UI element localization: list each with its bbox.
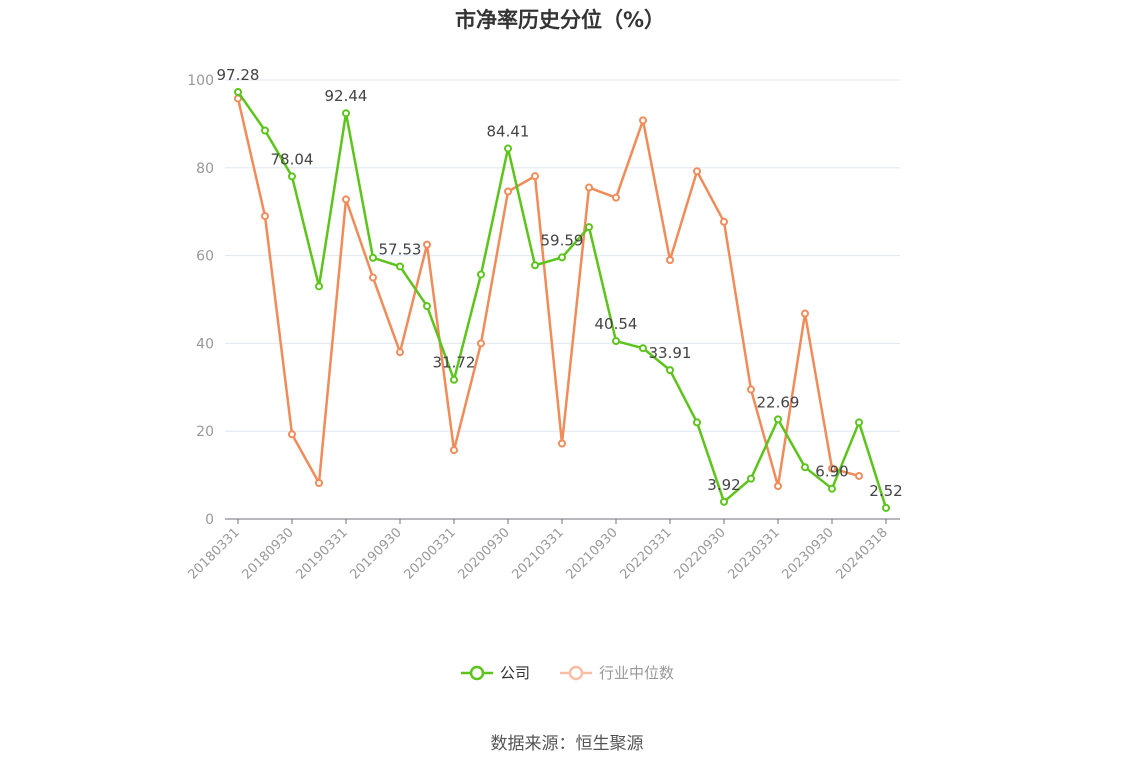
data-label: 84.41 [487,122,530,140]
x-tick-label: 20190930 [347,525,404,582]
data-label: 2.52 [869,482,902,500]
data-point [666,255,674,264]
y-tick-label: 40 [196,336,214,352]
x-tick-label: 20200930 [455,525,512,582]
legend-line-icon [460,665,493,680]
data-point [396,348,404,357]
data-point [477,270,485,279]
y-tick-label: 20 [196,424,214,440]
data-point [666,366,674,375]
x-tick-label: 20230930 [779,525,836,582]
data-point [315,479,323,488]
line-chart: 0 20 40 60 80 100 2018033120180930201903312019… [185,66,902,583]
data-point [531,172,539,181]
data-point [612,193,620,202]
data-point [477,339,485,348]
chart-legend: 公司 行业中位数 [0,662,1134,685]
x-tick-label: 20220331 [617,525,674,582]
data-label: 59.59 [541,231,584,249]
data-point [423,302,431,311]
y-tick-label: 100 [187,73,214,89]
legend-item-industry[interactable]: 行业中位数 [559,662,674,683]
data-point [504,187,512,196]
data-point [261,126,269,135]
data-point [234,87,242,96]
data-point [693,418,701,427]
legend-label-industry: 行业中位数 [599,664,675,682]
x-tick-label: 20190331 [293,525,350,582]
data-point [747,385,755,394]
data-point [450,446,458,455]
data-label: 92.44 [325,87,368,105]
data-label: 31.72 [433,354,476,372]
data-point [369,273,377,282]
legend-item-company[interactable]: 公司 [460,662,530,683]
data-point [369,253,377,262]
chart-title: 市净率历史分位（%） [454,8,666,32]
data-point [450,375,458,384]
x-tick-label: 20180930 [239,525,296,582]
data-point [801,309,809,318]
data-point [828,484,836,493]
data-point [504,144,512,153]
data-point [261,212,269,221]
data-point [639,116,647,125]
x-tick-label: 20200331 [401,525,458,582]
x-tick-label: 20210930 [563,525,620,582]
data-source: 数据来源：恒生聚源 [490,734,644,754]
data-point [612,337,620,346]
data-point [585,223,593,232]
data-point [774,415,782,424]
x-tick-label: 20210331 [509,525,566,582]
data-point [882,503,890,512]
y-tick-label: 0 [205,512,214,528]
y-tick-label: 60 [196,249,214,265]
legend-label-company: 公司 [499,664,530,682]
legend-line-icon [560,665,593,680]
data-point [288,172,296,181]
data-point [720,217,728,226]
data-point [855,418,863,427]
data-point [396,262,404,271]
data-label: 78.04 [271,150,314,168]
data-point [315,282,323,291]
data-point [720,497,728,506]
data-label: 40.54 [595,315,638,333]
data-label: 57.53 [379,240,422,258]
data-point [558,439,566,448]
data-point [342,195,350,204]
data-point [855,471,863,480]
data-point [828,464,836,473]
data-point [342,109,350,118]
data-point [801,463,809,472]
x-tick-label: 20240318 [833,525,890,582]
data-label: 3.92 [707,476,740,494]
x-tick-label: 20230331 [725,525,782,582]
data-point [747,474,755,483]
data-label: 22.69 [757,393,800,411]
x-tick-label: 20220930 [671,525,728,582]
data-point [531,261,539,270]
data-point [288,430,296,439]
data-point [558,253,566,262]
data-point [585,183,593,192]
data-label: 6.90 [815,463,848,481]
data-point [774,482,782,491]
data-label: 97.28 [217,66,260,84]
data-point [693,167,701,176]
series-line [236,98,860,488]
data-label: 33.91 [649,344,692,362]
x-tick-label: 20180331 [185,525,242,582]
y-tick-label: 80 [196,161,214,177]
data-point [639,344,647,353]
data-point [423,240,431,249]
